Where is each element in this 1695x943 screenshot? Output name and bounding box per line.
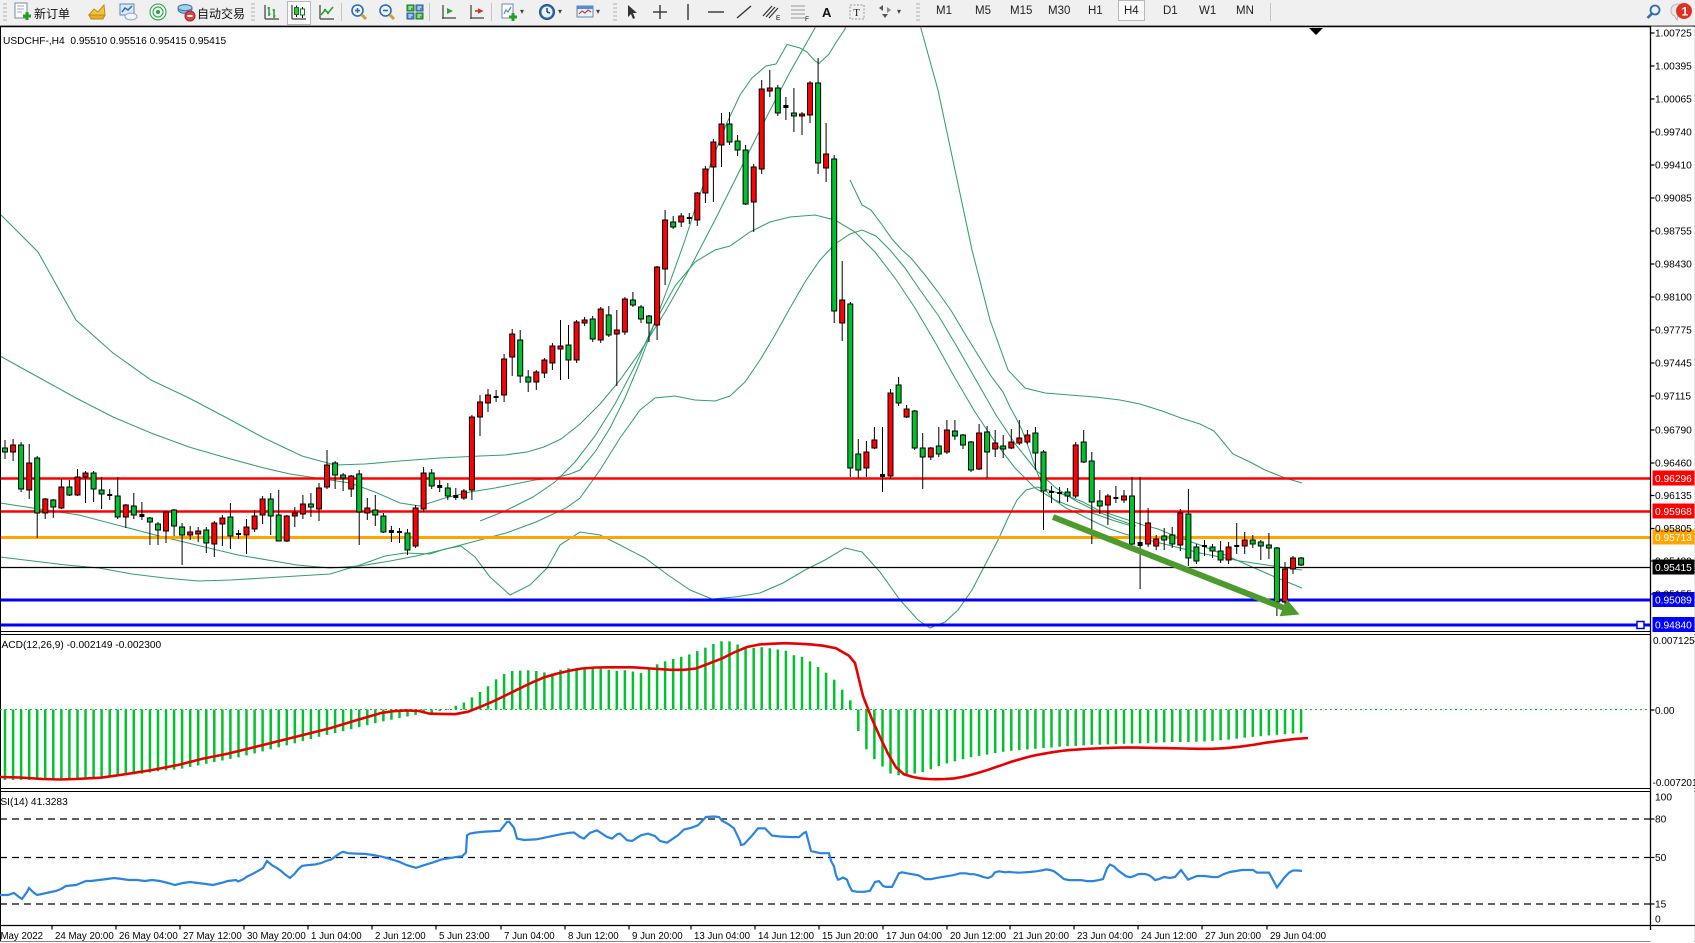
svg-text:15 Jun 20:00: 15 Jun 20:00: [822, 931, 879, 942]
svg-text:0.96296: 0.96296: [1655, 474, 1692, 485]
svg-text:0.97775: 0.97775: [1655, 326, 1692, 337]
svg-text:8 Jun 12:00: 8 Jun 12:00: [568, 931, 619, 942]
svg-text:0.95968: 0.95968: [1655, 507, 1692, 518]
svg-text:1 Jun 04:00: 1 Jun 04:00: [311, 931, 362, 942]
svg-text:0.99740: 0.99740: [1655, 128, 1692, 139]
svg-text:17 Jun 04:00: 17 Jun 04:00: [886, 931, 943, 942]
svg-text:29 Jun 04:00: 29 Jun 04:00: [1270, 931, 1327, 942]
svg-text:T: T: [853, 7, 860, 19]
svg-text:0: 0: [1655, 915, 1661, 926]
svg-text:0.00: 0.00: [1655, 706, 1675, 717]
svg-text:0.95480: 0.95480: [1655, 557, 1692, 568]
svg-text:0.007125: 0.007125: [1653, 636, 1695, 647]
svg-text:0.95089: 0.95089: [1655, 596, 1692, 607]
svg-text:21 Jun 20:00: 21 Jun 20:00: [1013, 931, 1070, 942]
svg-text:0.94840: 0.94840: [1655, 621, 1692, 632]
svg-text:0.99410: 0.99410: [1655, 161, 1692, 172]
svg-text:MACD(12,26,9) -0.002149 -0.002: MACD(12,26,9) -0.002149 -0.002300: [0, 640, 162, 651]
svg-text:14 Jun 12:00: 14 Jun 12:00: [758, 931, 815, 942]
svg-text:23 May 2022: 23 May 2022: [0, 931, 43, 942]
svg-text:2 Jun 12:00: 2 Jun 12:00: [375, 931, 426, 942]
svg-text:F: F: [805, 16, 809, 22]
svg-text:0.95155: 0.95155: [1655, 590, 1692, 601]
svg-text:27 May 12:00: 27 May 12:00: [183, 931, 242, 942]
svg-text:0.95713: 0.95713: [1655, 533, 1692, 544]
svg-text:USDCHF-,H4 0.95510 0.95516 0.: USDCHF-,H4 0.95510 0.95516 0.95415 0.954…: [3, 36, 226, 47]
svg-text:50: 50: [1655, 853, 1667, 864]
svg-text:30 May 20:00: 30 May 20:00: [247, 931, 306, 942]
svg-text:0.95805: 0.95805: [1655, 524, 1692, 535]
svg-text:20 Jun 12:00: 20 Jun 12:00: [950, 931, 1007, 942]
svg-text:23 Jun 04:00: 23 Jun 04:00: [1077, 931, 1134, 942]
svg-text:1.00065: 1.00065: [1655, 95, 1692, 106]
svg-text:-0.007201: -0.007201: [1653, 778, 1695, 789]
svg-text:80: 80: [1655, 815, 1667, 826]
svg-text:1: 1: [1682, 5, 1689, 19]
svg-text:0.99085: 0.99085: [1655, 194, 1692, 205]
svg-text:0.96790: 0.96790: [1655, 426, 1692, 437]
svg-text:26 May 04:00: 26 May 04:00: [119, 931, 178, 942]
svg-text:0.98100: 0.98100: [1655, 293, 1692, 304]
svg-text:9 Jun 20:00: 9 Jun 20:00: [632, 931, 683, 942]
svg-text:5 Jun 23:00: 5 Jun 23:00: [439, 931, 490, 942]
svg-text:E: E: [776, 15, 781, 22]
svg-text:RSI(14) 41.3283: RSI(14) 41.3283: [0, 797, 68, 808]
svg-text:24 Jun 12:00: 24 Jun 12:00: [1141, 931, 1198, 942]
svg-text:27 Jun 20:00: 27 Jun 20:00: [1205, 931, 1262, 942]
svg-text:24 May 20:00: 24 May 20:00: [55, 931, 114, 942]
svg-text:0.96135: 0.96135: [1655, 491, 1692, 502]
svg-text:1.00395: 1.00395: [1655, 62, 1692, 73]
svg-text:0.97445: 0.97445: [1655, 359, 1692, 370]
svg-text:100: 100: [1655, 793, 1672, 804]
svg-text:13 Jun 04:00: 13 Jun 04:00: [694, 931, 751, 942]
svg-text:0.98430: 0.98430: [1655, 260, 1692, 271]
svg-text:7 Jun 04:00: 7 Jun 04:00: [504, 931, 555, 942]
svg-text:15: 15: [1655, 900, 1667, 911]
svg-text:0.97115: 0.97115: [1655, 392, 1691, 403]
svg-text:0.95415: 0.95415: [1655, 563, 1692, 574]
svg-text:0.96460: 0.96460: [1655, 459, 1692, 470]
svg-text:1.00725: 1.00725: [1655, 29, 1692, 40]
svg-text:0.98755: 0.98755: [1655, 227, 1692, 238]
